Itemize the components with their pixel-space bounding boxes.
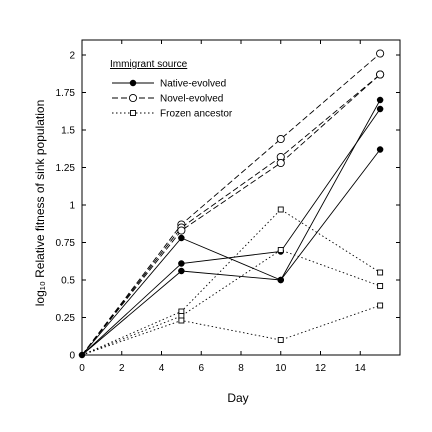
axes: 0 2 4 6 8 10 12 14 0 0.25 0.5 0.75 1 1.25 1.5 1.75 2 xyxy=(56,39,401,374)
series-line xyxy=(81,108,381,356)
series-native-evolved-2 xyxy=(81,146,384,356)
data-point xyxy=(178,234,185,242)
legend-label: Novel-evolved xyxy=(160,94,223,105)
data-point xyxy=(277,337,284,343)
legend-label: Native-evolved xyxy=(160,79,226,90)
x-tick-label: 12 xyxy=(315,363,327,374)
legend-swatch-marker xyxy=(130,110,136,116)
x-tick-label: 8 xyxy=(238,363,244,374)
y-tick-label: 1.5 xyxy=(61,126,75,137)
data-point-origin xyxy=(78,351,86,359)
y-tick-label: 0.5 xyxy=(61,276,75,287)
data-point xyxy=(376,105,384,113)
legend-swatch-marker xyxy=(128,93,138,103)
x-tick-label: 10 xyxy=(275,363,287,374)
data-point xyxy=(377,302,384,309)
data-point xyxy=(276,158,285,168)
data-point xyxy=(377,269,384,276)
legend-title: Immigrant source xyxy=(110,59,188,70)
legend-label: Frozen ancestor xyxy=(160,109,233,120)
x-tick-label: 14 xyxy=(355,363,367,374)
y-axis-label: log₁₀ Relative fitness of sink populatio… xyxy=(33,100,47,306)
x-axis-label: Day xyxy=(227,391,248,405)
data-point xyxy=(376,49,385,58)
legend: Immigrant source Native-evolved Novel-evo… xyxy=(110,59,233,120)
data-point xyxy=(178,267,185,275)
legend-entry: Novel-evolved xyxy=(112,94,223,105)
y-tick-label: 1.75 xyxy=(56,88,76,99)
data-point xyxy=(376,146,384,153)
series-line xyxy=(81,99,381,356)
series-line xyxy=(81,53,381,356)
y-tick-label: 1.25 xyxy=(56,163,76,174)
legend-swatch-marker xyxy=(129,79,137,87)
series-line xyxy=(81,249,381,356)
y-tick-label: 0.25 xyxy=(56,313,76,324)
x-tick-label: 6 xyxy=(198,363,204,374)
data-point xyxy=(277,206,284,213)
data-point xyxy=(277,276,285,284)
y-tick-label: 2 xyxy=(69,51,75,62)
series-line xyxy=(81,305,381,356)
data-point xyxy=(276,134,285,144)
series-frozen-ancestor-8 xyxy=(81,302,384,356)
data-point xyxy=(178,317,185,324)
x-tick-label: 4 xyxy=(159,363,165,374)
y-tick-label: 0 xyxy=(69,351,75,362)
data-point xyxy=(377,283,384,289)
data-point xyxy=(277,247,284,253)
y-tick-label: 1 xyxy=(69,201,75,212)
series-layer xyxy=(78,49,385,359)
series-novel-evolved-5 xyxy=(81,70,385,356)
legend-entry: Native-evolved xyxy=(112,79,226,90)
data-point xyxy=(178,260,185,267)
x-tick-label: 2 xyxy=(119,363,125,374)
series-novel-evolved-3 xyxy=(81,49,385,356)
data-point xyxy=(376,70,385,79)
y-tick-label: 0.75 xyxy=(56,238,76,249)
data-point xyxy=(177,226,186,235)
data-point xyxy=(376,96,384,104)
series-line xyxy=(81,149,381,356)
legend-entry: Frozen ancestor xyxy=(112,109,233,120)
x-tick-label: 0 xyxy=(79,363,85,374)
series-line xyxy=(81,74,381,356)
